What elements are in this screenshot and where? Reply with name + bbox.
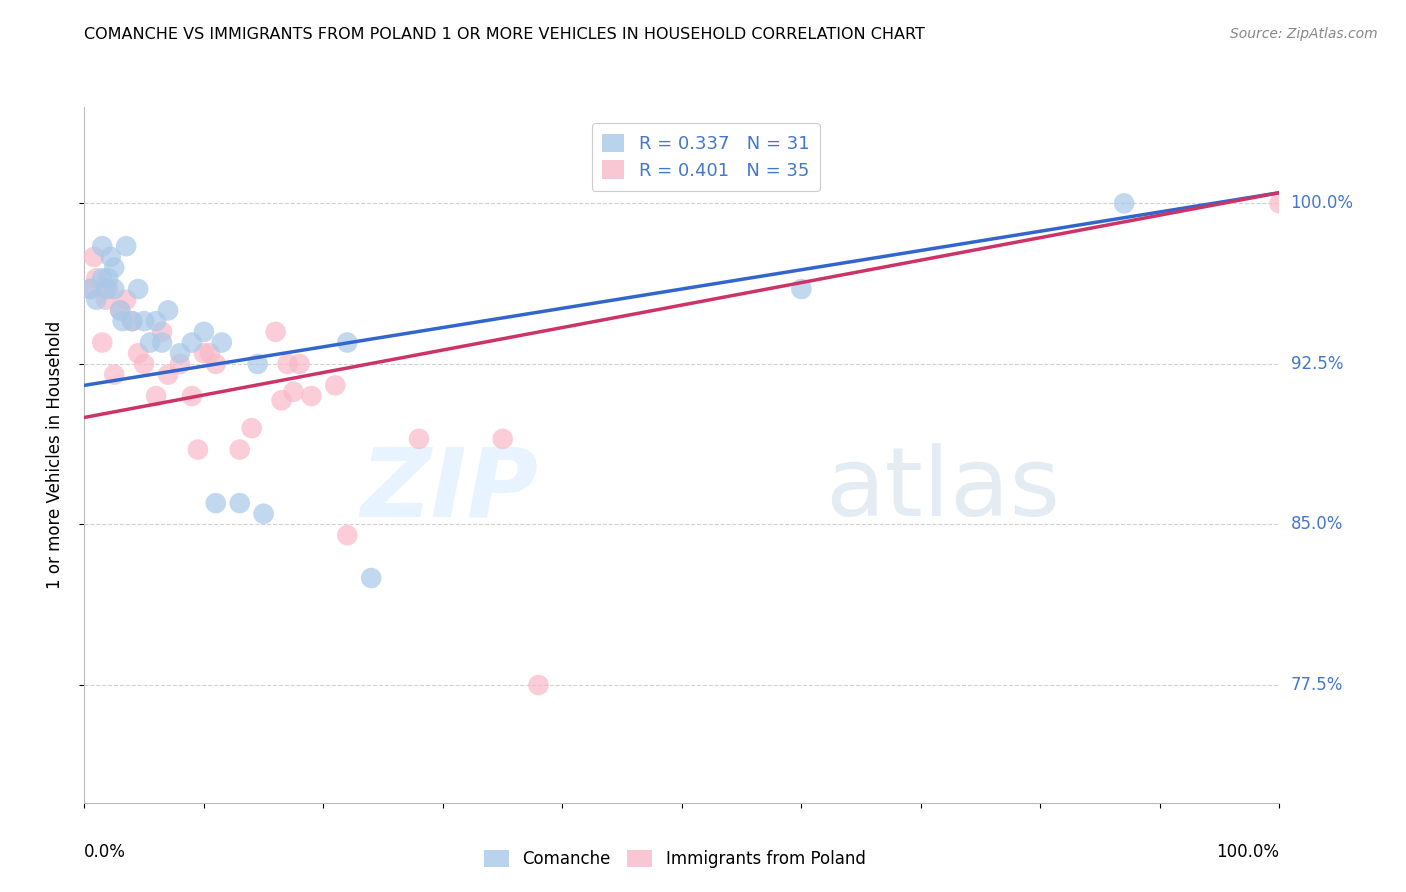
Text: 77.5%: 77.5% <box>1291 676 1343 694</box>
Point <box>110 303 132 318</box>
Point <box>115 239 138 253</box>
Point <box>187 442 209 457</box>
Point <box>150 335 173 350</box>
Point <box>211 335 233 350</box>
Point <box>1268 196 1291 211</box>
Point <box>103 282 125 296</box>
Point <box>492 432 515 446</box>
Point <box>323 378 346 392</box>
Point <box>79 282 101 296</box>
Point <box>246 357 269 371</box>
Point <box>193 325 215 339</box>
Point <box>97 271 120 285</box>
Point <box>276 357 298 371</box>
Point <box>180 335 202 350</box>
Point <box>111 314 134 328</box>
Point <box>264 325 287 339</box>
Point <box>527 678 550 692</box>
Point <box>132 357 156 371</box>
Point <box>180 389 202 403</box>
Point <box>121 314 143 328</box>
Point <box>336 335 359 350</box>
Point <box>205 357 228 371</box>
Point <box>103 368 125 382</box>
Point <box>91 335 114 350</box>
Point <box>157 368 180 382</box>
Point <box>84 271 107 285</box>
Point <box>270 393 292 408</box>
Legend: Comanche, Immigrants from Poland: Comanche, Immigrants from Poland <box>478 843 872 875</box>
Point <box>288 357 311 371</box>
Point <box>83 250 105 264</box>
Point <box>103 260 125 275</box>
Point <box>228 496 252 510</box>
Point <box>253 507 276 521</box>
Point <box>169 346 191 360</box>
Point <box>790 282 813 296</box>
Point <box>139 335 162 350</box>
Text: 100.0%: 100.0% <box>1216 843 1279 861</box>
Legend: R = 0.337   N = 31, R = 0.401   N = 35: R = 0.337 N = 31, R = 0.401 N = 35 <box>592 123 820 191</box>
Point <box>157 303 180 318</box>
Point <box>97 282 120 296</box>
Point <box>145 389 167 403</box>
Point <box>91 271 114 285</box>
Point <box>228 442 252 457</box>
Text: Source: ZipAtlas.com: Source: ZipAtlas.com <box>1230 27 1378 41</box>
Text: 0.0%: 0.0% <box>84 843 127 861</box>
Text: ZIP: ZIP <box>360 443 538 536</box>
Text: 85.0%: 85.0% <box>1291 516 1343 533</box>
Point <box>115 293 138 307</box>
Point <box>145 314 167 328</box>
Point <box>205 496 228 510</box>
Y-axis label: 1 or more Vehicles in Household: 1 or more Vehicles in Household <box>45 321 63 589</box>
Point <box>94 293 117 307</box>
Point <box>84 293 107 307</box>
Point <box>91 239 114 253</box>
Point <box>1112 196 1135 211</box>
Point <box>301 389 323 403</box>
Point <box>110 303 132 318</box>
Point <box>127 346 149 360</box>
Text: 100.0%: 100.0% <box>1291 194 1354 212</box>
Text: COMANCHE VS IMMIGRANTS FROM POLAND 1 OR MORE VEHICLES IN HOUSEHOLD CORRELATION C: COMANCHE VS IMMIGRANTS FROM POLAND 1 OR … <box>84 27 925 42</box>
Point <box>283 384 305 399</box>
Point <box>127 282 149 296</box>
Point <box>336 528 359 542</box>
Point <box>121 314 143 328</box>
Point <box>408 432 430 446</box>
Point <box>132 314 156 328</box>
Point <box>94 282 117 296</box>
Point <box>100 250 122 264</box>
Point <box>360 571 382 585</box>
Text: atlas: atlas <box>825 443 1060 536</box>
Point <box>240 421 263 435</box>
Point <box>79 282 101 296</box>
Point <box>150 325 173 339</box>
Point <box>193 346 215 360</box>
Text: 92.5%: 92.5% <box>1291 355 1343 373</box>
Point <box>169 357 191 371</box>
Point <box>198 346 221 360</box>
